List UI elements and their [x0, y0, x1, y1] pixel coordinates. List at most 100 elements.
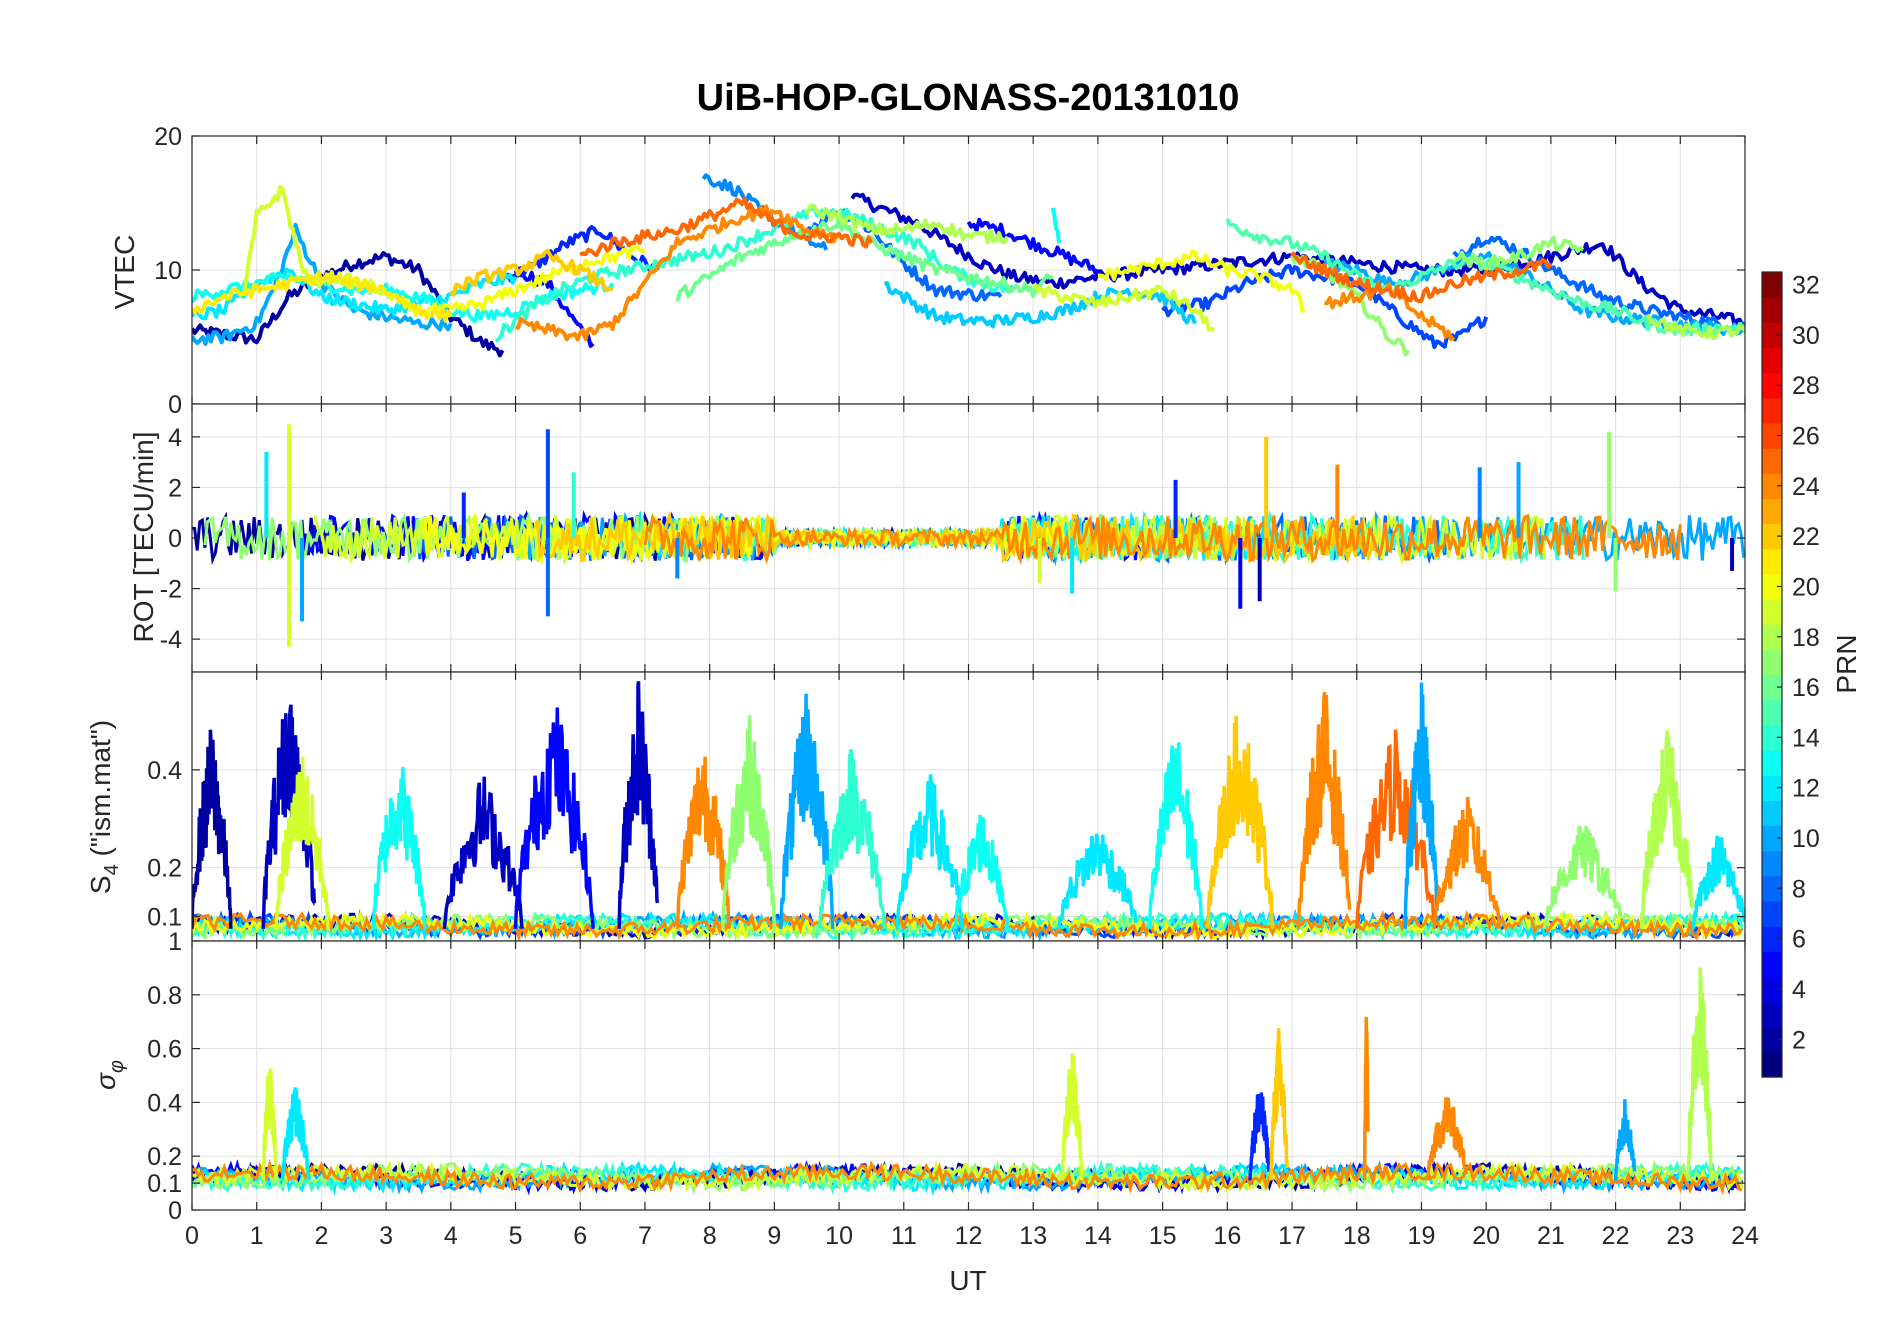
y-tick-label: -4: [160, 626, 182, 654]
colorbar-swatch: [1762, 599, 1782, 625]
y-tick-label: 20: [154, 123, 182, 151]
colorbar-swatch: [1762, 347, 1782, 374]
colorbar-swatch: [1762, 825, 1782, 852]
series-line-prn-22: [449, 249, 614, 297]
x-tick-label: 6: [573, 1222, 587, 1250]
colorbar-swatch: [1762, 548, 1782, 575]
colorbar-swatch: [1762, 775, 1782, 801]
colorbar-tick-label: 2: [1792, 1026, 1806, 1054]
y-tick-label: 0: [168, 391, 182, 419]
x-tick-label: 0: [185, 1222, 199, 1250]
ylabel-sigma-phi: σφ: [90, 1060, 128, 1090]
x-tick-label: 18: [1343, 1222, 1371, 1250]
series-line-prn-17: [1290, 254, 1411, 357]
colorbar-tick-label: 18: [1792, 624, 1820, 652]
y-tick-label: 2: [168, 474, 182, 502]
colorbar-swatch: [1762, 800, 1782, 827]
series-line-prn-17: [1452, 235, 1585, 272]
panel-sigma-phi: 00.10.2 0.4 0.6 0.8 1: [147, 928, 1746, 1225]
colorbar-swatch: [1762, 674, 1782, 701]
burst-prn-10: [779, 693, 835, 929]
burst-prn-13: [1147, 742, 1204, 929]
series-line-prn-14: [192, 910, 1744, 941]
burst-prn-12: [1691, 835, 1745, 929]
colorbar-swatch: [1762, 498, 1782, 525]
y-tick-label: 0: [168, 525, 182, 553]
colorbar-swatch: [1762, 422, 1782, 449]
x-tick-label: 22: [1602, 1222, 1630, 1250]
x-tick-label: 14: [1084, 1222, 1112, 1250]
ylabel-sigma-main: σ: [90, 1072, 121, 1090]
y-tick-label: 10: [154, 257, 182, 285]
colorbar-tick-label: 30: [1792, 322, 1820, 350]
burst-prn-10: [1613, 1099, 1637, 1181]
burst-prn-3: [617, 681, 660, 929]
series-line-prn-25: [1290, 251, 1553, 304]
series-line-prn-20: [1097, 249, 1306, 313]
x-tick-label: 3: [379, 1222, 393, 1250]
chart-title: UiB-HOP-GLONASS-20131010: [697, 77, 1240, 119]
colorbar-swatch: [1762, 951, 1782, 977]
ylabel-rot: ROT [TECU/min]: [128, 431, 159, 642]
burst-prn-10: [1403, 682, 1439, 929]
colorbar-swatch: [1762, 749, 1782, 776]
y-tick-label: 0.1: [147, 904, 182, 932]
series-line-prn-24: [643, 512, 1682, 566]
panel-s4: 0.1 0.2 0.4: [147, 671, 1746, 942]
series-line-prn-16: [675, 216, 1054, 302]
series-line-prn-24: [1324, 282, 1456, 342]
x-tick-label: 20: [1472, 1222, 1500, 1250]
y-tick-label: 0.1: [147, 1170, 182, 1198]
burst-prn-22: [1206, 716, 1275, 929]
x-tick-label: 16: [1213, 1222, 1241, 1250]
y-tick-label: 0.2: [147, 855, 182, 883]
x-tick-label: 9: [767, 1222, 781, 1250]
plot-lines: [192, 424, 1745, 647]
colorbar-swatch: [1762, 976, 1782, 1003]
x-tick-label: 11: [891, 1222, 917, 1250]
x-tick-labels: 0 1 2 3 4 5 6 7 8 9 10 11 12 13 14 15 16 17 18 19 20 21 22 23 24: [185, 1222, 1759, 1250]
colorbar-label: PRN: [1831, 634, 1862, 693]
burst-prn-17: [1542, 825, 1623, 930]
series-line-prn-18: [1646, 313, 1745, 340]
colorbar-tick-label: 28: [1792, 372, 1820, 400]
colorbar-swatch: [1762, 1026, 1782, 1053]
colorbar-tick-label: 32: [1792, 272, 1820, 300]
burst-prn-24: [1432, 796, 1501, 929]
x-tick-label: 7: [638, 1222, 652, 1250]
x-tick-label: 10: [825, 1222, 853, 1250]
colorbar-swatch: [1762, 850, 1782, 877]
x-tick-label: 12: [955, 1222, 983, 1250]
burst-prn-2: [192, 729, 233, 929]
plot-lines: [192, 681, 1745, 941]
y-tick-label: 0.2: [147, 1143, 182, 1171]
colorbar-swatch: [1762, 297, 1782, 323]
colorbar-swatch: [1762, 272, 1782, 298]
burst-prn-25: [1355, 729, 1436, 929]
plot-lines: [192, 967, 1744, 1197]
burst-prn-12: [280, 1087, 311, 1181]
burst-prn-3: [442, 776, 524, 929]
colorbar-swatch: [1762, 649, 1782, 676]
x-tick-label: 17: [1278, 1222, 1306, 1250]
series-line-prn-19: [1032, 283, 1216, 333]
y-tick-label: 0.4: [147, 757, 182, 785]
ylabel-sigma-sub: φ: [106, 1060, 128, 1073]
colorbar-tick-label: 24: [1792, 473, 1820, 501]
y-tick-label: 0: [168, 1197, 182, 1225]
y-tick-label: 0.8: [147, 982, 182, 1010]
burst-prn-14: [817, 749, 887, 929]
plot-lines: [192, 173, 1745, 358]
series-line-prn-24: [192, 1158, 1743, 1196]
series-line-prn-18: [804, 203, 1010, 245]
x-tick-label: 8: [703, 1222, 717, 1250]
ylabel-s4: S4 ("ism.mat"): [85, 720, 123, 894]
colorbar-swatch: [1762, 724, 1782, 751]
series-line-prn-21: [192, 270, 453, 323]
burst-prn-19: [274, 756, 330, 929]
series-line-prn-20: [385, 244, 646, 318]
ylabel-vtec: VTEC: [109, 235, 140, 310]
colorbar-tick-label: 4: [1792, 976, 1806, 1004]
